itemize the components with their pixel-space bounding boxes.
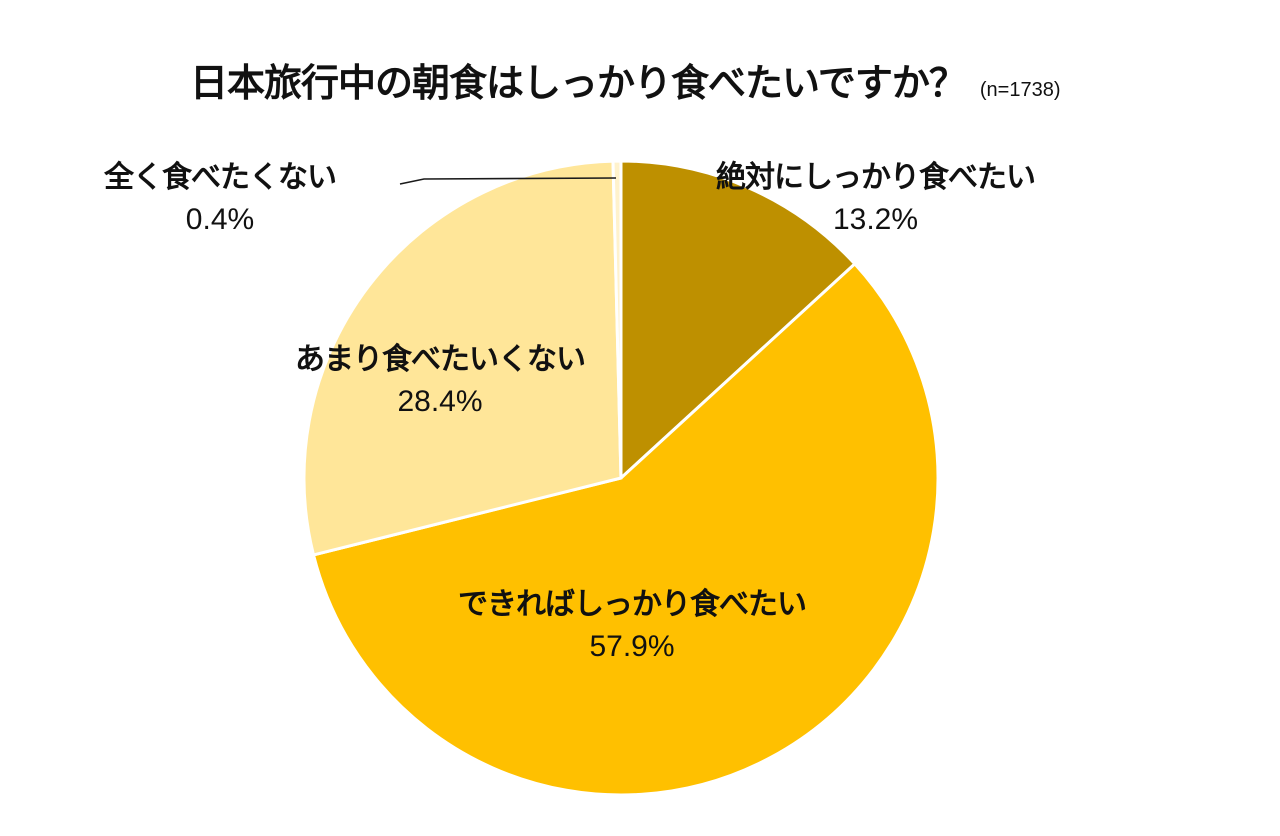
data-label-definitely-eat: 絶対にしっかり食べたい 13.2%: [716, 158, 1036, 242]
pie-slice-preferably-eat: [311, 261, 940, 797]
pie-slice-not-really: [302, 159, 623, 557]
label-percent: 57.9%: [589, 630, 675, 663]
chart-title-text: 日本旅行中の朝食はしっかり食べたいですか？: [190, 61, 967, 105]
label-percent: 13.2%: [832, 203, 919, 236]
pie-slice-definitely-eat: [619, 159, 857, 482]
label-category: あまり食べたいくない: [295, 342, 586, 377]
label-percent: 0.4%: [185, 203, 255, 236]
label-percent: 28.4%: [397, 385, 483, 418]
chart-title: 日本旅行中の朝食はしっかり食べたいですか？ (n=1738): [190, 52, 1061, 107]
sample-size: (n=1738): [979, 79, 1061, 101]
label-category: できればしっかり食べたい: [458, 587, 807, 622]
data-label-preferably-eat: できればしっかり食べたい 57.9%: [458, 585, 807, 669]
leader-line: [399, 177, 617, 185]
data-label-not-really: あまり食べたいくない 28.4%: [295, 340, 586, 424]
pie-slice-not-at-all: [611, 159, 623, 479]
label-category: 全く食べたくない: [104, 160, 337, 195]
data-label-not-at-all: 全く食べたくない 0.4%: [104, 158, 337, 242]
label-category: 絶対にしっかり食べたい: [716, 160, 1036, 195]
